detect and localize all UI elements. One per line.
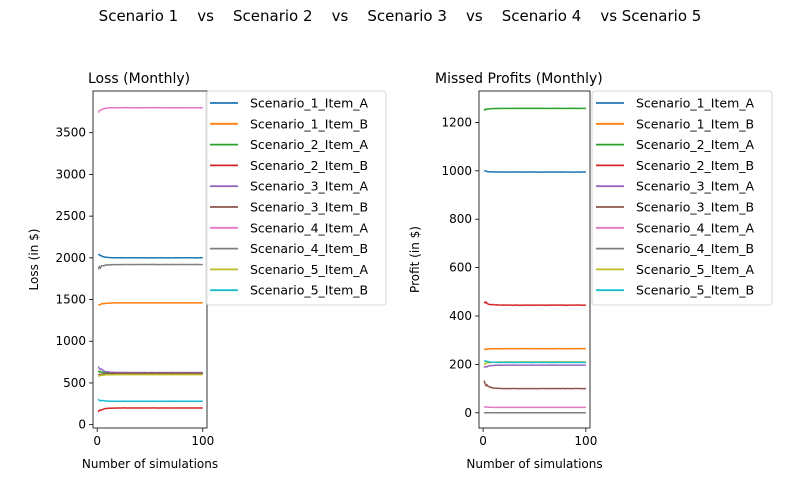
figure-title: Scenario 1 vs Scenario 2 vs Scenario 3 v… <box>98 7 702 25</box>
legend-entry: Scenario_1_Item_B <box>250 116 368 131</box>
series-line-scenario-1-item-b <box>483 347 586 351</box>
series-line-scenario-1-item-a <box>97 253 203 259</box>
legend: Scenario_1_Item_A Scenario_1_Item_B Scenar… <box>205 90 387 306</box>
x-axis-label: Number of simulations <box>82 457 218 471</box>
chart-title: Missed Profits (Monthly) <box>435 71 603 87</box>
legend-entry: Scenario_5_Item_B <box>250 283 368 298</box>
legend-box <box>205 90 387 306</box>
axes-frame <box>92 90 208 429</box>
series-line-scenario-5-item-b <box>97 398 203 403</box>
x-tick-label: 100 <box>191 434 214 448</box>
series-line-scenario-2-item-a <box>483 107 586 112</box>
legend-box <box>591 90 773 306</box>
series-line-scenario-4-item-a <box>483 406 586 409</box>
legend-entry: Scenario_4_Item_B <box>636 241 754 256</box>
y-tick-label: 3500 <box>55 126 86 140</box>
legend-entry: Scenario_2_Item_A <box>636 137 754 152</box>
legend-entry: Scenario_3_Item_A <box>636 179 754 194</box>
legend-entry: Scenario_1_Item_A <box>250 96 368 111</box>
series-line-scenario-3-item-a <box>483 364 586 369</box>
legend: Scenario_1_Item_A Scenario_1_Item_B Scenar… <box>591 90 773 306</box>
legend-entry: Scenario_4_Item_A <box>636 220 754 235</box>
legend-entry: Scenario_5_Item_A <box>636 262 754 277</box>
legend-entry: Scenario_4_Item_B <box>250 241 368 256</box>
y-tick-label: 1000 <box>441 164 472 178</box>
x-axis-label: Number of simulations <box>466 457 602 471</box>
axes-frame <box>478 90 591 429</box>
chart-title: Loss (Monthly) <box>88 71 190 87</box>
y-tick-label: 1200 <box>441 115 472 129</box>
series-line-scenario-3-item-b <box>97 372 203 376</box>
legend-entry: Scenario_5_Item_B <box>636 283 754 298</box>
legend-entry: Scenario_2_Item_A <box>250 137 368 152</box>
x-tick-label: 100 <box>574 434 597 448</box>
y-tick-label: 0 <box>464 406 472 420</box>
series-line-scenario-3-item-a <box>97 366 203 374</box>
series-line-scenario-5-item-a <box>98 373 203 377</box>
y-tick-label: 1000 <box>55 334 86 348</box>
y-tick-label: 800 <box>449 212 472 226</box>
y-tick-label: 200 <box>449 357 472 371</box>
y-tick-label: 500 <box>63 376 86 390</box>
series-line-scenario-4-item-b <box>97 263 203 270</box>
legend-entry: Scenario_1_Item_A <box>636 96 754 111</box>
legend-entry: Scenario_3_Item_B <box>636 200 754 215</box>
series-line-scenario-1-item-a <box>483 170 586 173</box>
series-line-scenario-5-item-b <box>483 359 586 364</box>
series-line-scenario-1-item-b <box>98 302 203 306</box>
x-tick-label: 0 <box>93 434 101 448</box>
series-line-scenario-2-item-b <box>483 300 586 306</box>
y-tick-label: 2000 <box>55 251 86 265</box>
legend-entry: Scenario_2_Item_B <box>250 158 368 173</box>
y-tick-label: 1500 <box>55 293 86 307</box>
y-tick-label: 2500 <box>55 209 86 223</box>
legend-entry: Scenario_3_Item_B <box>250 200 368 215</box>
series-line-scenario-4-item-a <box>97 106 203 114</box>
y-axis-label: Profit (in $) <box>408 226 422 293</box>
x-tick-label: 0 <box>479 434 487 448</box>
y-axis-label: Loss (in $) <box>27 229 41 291</box>
y-tick-label: 3000 <box>55 167 86 181</box>
legend-entry: Scenario_3_Item_A <box>250 179 368 194</box>
series-line-scenario-3-item-b <box>483 380 586 390</box>
y-tick-label: 0 <box>78 418 86 432</box>
legend-entry: Scenario_2_Item_B <box>636 158 754 173</box>
y-tick-label: 400 <box>449 309 472 323</box>
legend-entry: Scenario_4_Item_A <box>250 220 368 235</box>
y-tick-label: 600 <box>449 261 472 275</box>
legend-entry: Scenario_1_Item_B <box>636 116 754 131</box>
series-line-scenario-2-item-b <box>97 407 203 413</box>
legend-entry: Scenario_5_Item_A <box>250 262 368 277</box>
